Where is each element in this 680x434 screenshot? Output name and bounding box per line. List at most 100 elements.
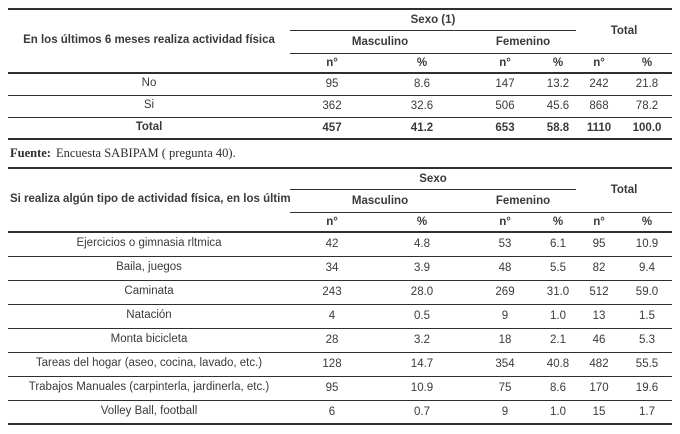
table-cell: 45.6 xyxy=(540,95,576,118)
table-cell: 269 xyxy=(470,280,540,305)
table-cell: 55.5 xyxy=(622,352,672,377)
table-cell: 58.8 xyxy=(546,121,570,134)
table2-sexo-group-header: Sexo xyxy=(290,168,576,190)
table-cell: 9 xyxy=(501,405,509,418)
row-label: Ejercicios o gimnasia rltmica xyxy=(8,232,290,257)
table-cell: 242 xyxy=(576,73,622,96)
row-label: Monta bicicleta xyxy=(8,328,290,353)
table1-femenino-pct-header: % xyxy=(540,53,576,74)
table-cell: 506 xyxy=(470,95,540,118)
table2-header-row-units: n° % n° % n° % xyxy=(8,212,672,233)
table-cell: 53 xyxy=(470,232,540,257)
table1-header-row-units: n° % n° % n° % xyxy=(8,53,672,74)
table-cell: 4 xyxy=(290,304,374,329)
table-row-bicicleta: Monta bicicleta 28 3.2 18 2.1 46 5.3 xyxy=(8,328,672,353)
table-cell: 41.2 xyxy=(410,121,434,134)
table-row-volley: Volley Ball, football 6 0.7 9 1.0 15 1.7 xyxy=(8,400,672,424)
table-cell: 3.2 xyxy=(374,328,470,353)
table-cell: 13 xyxy=(576,304,622,329)
table2-masculino-pct-header: % xyxy=(374,212,470,233)
table-cell: 28 xyxy=(290,328,374,353)
table1-header-row-groups: En los últimos 6 meses realiza actividad… xyxy=(8,9,672,74)
table-cell: 1.0 xyxy=(540,304,576,329)
table-cell: 482 xyxy=(576,352,622,377)
table-cell: 32.6 xyxy=(374,95,470,118)
table-cell: 95 xyxy=(290,73,374,96)
table-cell: 31.0 xyxy=(540,280,576,305)
table-cell: 18 xyxy=(470,328,540,353)
table-cell: 13.2 xyxy=(540,73,576,96)
table-cell: 42 xyxy=(290,232,374,257)
table2-masculino-header: Masculino xyxy=(290,189,470,213)
table-cell: 6.1 xyxy=(540,232,576,257)
table-cell: 6 xyxy=(328,405,336,418)
table-cell: 868 xyxy=(576,95,622,118)
table-cell: 2.1 xyxy=(540,328,576,353)
table-cell: 5.5 xyxy=(540,256,576,281)
table-cell: 46 xyxy=(576,328,622,353)
table-cell: 1110 xyxy=(586,121,612,134)
table-cell: 48 xyxy=(470,256,540,281)
table-cell: 1.0 xyxy=(550,405,566,418)
table-cell: 3.9 xyxy=(374,256,470,281)
table1-femenino-n-header: n° xyxy=(470,53,540,74)
table-cell: 170 xyxy=(576,376,622,401)
table1-masculino-pct-header: % xyxy=(374,53,470,74)
table-cell: 10.9 xyxy=(374,376,470,401)
table-row-trabajos-manuales: Trabajos Manuales (carpinterla, jardiner… xyxy=(8,376,672,401)
table-cell: 653 xyxy=(495,121,515,134)
table1-header-row-subgroups: Masculino Femenino xyxy=(8,30,672,54)
table-row-total: Total 457 41.2 653 58.8 1110 100.0 xyxy=(8,117,672,139)
table-row-ejercicios: Ejercicios o gimnasia rltmica 42 4.8 53 … xyxy=(8,232,672,257)
table2-header-row-subgroups: Masculino Femenino xyxy=(8,189,672,213)
table-row-caminata: Caminata 243 28.0 269 31.0 512 59.0 xyxy=(8,280,672,305)
table2-total-pct-header: % xyxy=(622,212,672,233)
table-cell: 19.6 xyxy=(622,376,672,401)
row-label: Si xyxy=(8,95,290,118)
table1-stub-header: En los últimos 6 meses realiza actividad… xyxy=(8,9,290,74)
table-cell: 21.8 xyxy=(622,73,672,96)
table2-masculino-n-header: n° xyxy=(290,212,374,233)
table-cell: 1.5 xyxy=(622,304,672,329)
table2-total-header: Total xyxy=(576,168,672,213)
table-cell: 147 xyxy=(470,73,540,96)
table2-femenino-n-header: n° xyxy=(470,212,540,233)
table-cell: 10.9 xyxy=(622,232,672,257)
table-cell: 75 xyxy=(470,376,540,401)
table-activity-last-6-months: En los últimos 6 meses realiza actividad… xyxy=(8,8,672,140)
table2-stub-header: Si realiza algún tipo de actividad físic… xyxy=(8,168,290,233)
table-cell: 362 xyxy=(290,95,374,118)
table-row-tareas-hogar: Tareas del hogar (aseo, cocina, lavado, … xyxy=(8,352,672,377)
table-cell: 9.4 xyxy=(622,256,672,281)
row-label: Tareas del hogar (aseo, cocina, lavado, … xyxy=(8,352,290,377)
row-label: Caminata xyxy=(8,280,290,305)
table-cell: 59.0 xyxy=(622,280,672,305)
table1-masculino-n-header: n° xyxy=(290,53,374,74)
table2-femenino-header: Femenino xyxy=(470,189,576,213)
table-cell: 5.3 xyxy=(622,328,672,353)
table-cell: 8.6 xyxy=(540,376,576,401)
table-activity-types: Si realiza algún tipo de actividad físic… xyxy=(8,167,672,425)
table-cell: 512 xyxy=(576,280,622,305)
table-row-no: No 95 8.6 147 13.2 242 21.8 xyxy=(8,73,672,96)
table1-masculino-header: Masculino xyxy=(290,30,470,54)
table-cell: 9 xyxy=(470,304,540,329)
table-cell: 1.7 xyxy=(639,405,655,418)
table-cell: 0.5 xyxy=(374,304,470,329)
table-cell: 78.2 xyxy=(622,95,672,118)
source-note: Fuente: Encuesta SABIPAM ( pregunta 40). xyxy=(8,140,672,167)
table-cell: 4.8 xyxy=(374,232,470,257)
table-cell: 100.0 xyxy=(632,121,662,134)
table1-femenino-header: Femenino xyxy=(470,30,576,54)
table-cell: 0.7 xyxy=(414,405,430,418)
table1-total-n-header: n° xyxy=(576,53,622,74)
table-cell: 95 xyxy=(290,376,374,401)
table-row-natacion: Natación 4 0.5 9 1.0 13 1.5 xyxy=(8,304,672,329)
table-cell: 95 xyxy=(576,232,622,257)
table1-total-pct-header: % xyxy=(622,53,672,74)
table1-total-header: Total xyxy=(576,9,672,54)
table-cell: 15 xyxy=(592,405,606,418)
table-cell: 34 xyxy=(290,256,374,281)
table2-total-n-header: n° xyxy=(576,212,622,233)
